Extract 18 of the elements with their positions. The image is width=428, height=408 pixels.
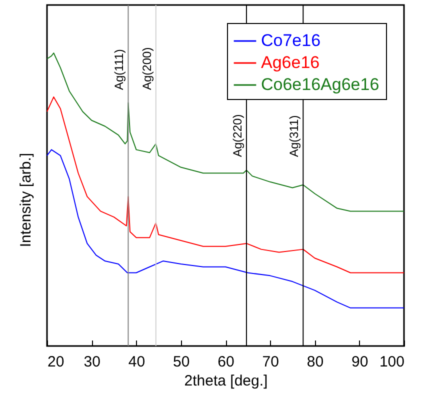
x-tick-label: 30 xyxy=(84,354,100,370)
y-axis-title: Intensity [arb.] xyxy=(18,152,34,248)
ref-line-label: Ag(311) xyxy=(287,115,302,157)
x-tick-label: 50 xyxy=(173,354,190,370)
ref-line-label: Ag(220) xyxy=(230,114,244,157)
legend-label: Co7e16 xyxy=(261,31,321,50)
x-tick-label: 70 xyxy=(262,354,279,370)
x-tick-label: 80 xyxy=(306,354,324,370)
legend-label: Co6e16Ag6e16 xyxy=(261,75,380,94)
x-tick-label: 100 xyxy=(379,354,404,370)
x-tick-label: 90 xyxy=(352,354,368,370)
x-tick-label: 40 xyxy=(128,354,146,370)
ref-line-label: Ag(111) xyxy=(112,49,126,90)
ref-line-label: Ag(200) xyxy=(140,47,154,90)
x-tick-label: 20 xyxy=(48,354,64,370)
x-axis-title: 2theta [deg.] xyxy=(184,372,268,390)
x-tick-label: 60 xyxy=(218,354,234,370)
legend-label: Ag6e16 xyxy=(261,53,320,72)
